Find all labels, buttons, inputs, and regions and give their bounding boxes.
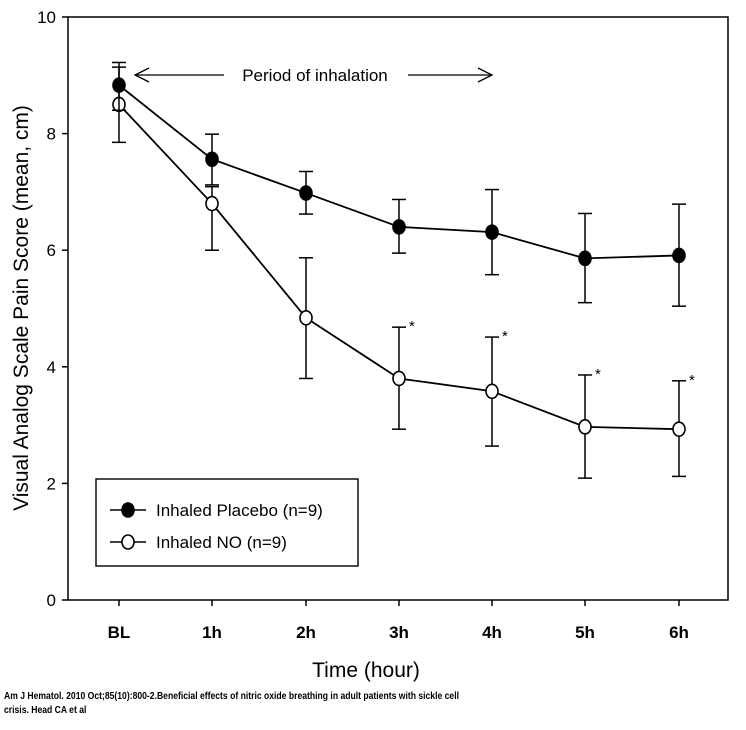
data-point	[578, 419, 592, 435]
data-point	[485, 383, 499, 400]
legend-marker	[121, 534, 135, 550]
data-point	[392, 219, 406, 235]
inhalation-arrowhead-right	[477, 67, 494, 83]
data-point	[578, 250, 592, 267]
significance-marker: *	[689, 372, 695, 389]
legend-marker	[121, 502, 135, 518]
data-point	[299, 310, 313, 326]
x-tick-label: 4h	[482, 623, 502, 642]
series-inhaled-placebo	[112, 61, 686, 307]
y-tick-label: 6	[47, 241, 56, 260]
data-point	[205, 195, 219, 212]
legend: Inhaled Placebo (n=9) Inhaled NO (n=9)	[95, 478, 359, 567]
x-tick-label: 3h	[389, 623, 409, 642]
x-tick-label: 2h	[296, 623, 316, 642]
significance-marker: *	[502, 328, 508, 345]
x-tick-label: 5h	[575, 623, 595, 642]
plot-area	[67, 16, 729, 601]
x-axis: BL 1h 2h 3h 4h 5h 6h	[108, 600, 689, 642]
data-point	[672, 247, 686, 264]
data-point	[112, 77, 126, 94]
x-tick-label: BL	[108, 623, 131, 642]
caption-line-2: crisis. Head CA et al	[4, 705, 87, 716]
data-point	[485, 224, 499, 240]
series-inhaled-no	[112, 66, 686, 479]
y-axis-label: Visual Analog Scale Pain Score (mean, cm…	[10, 105, 33, 511]
inhalation-period-label: Period of inhalation	[242, 66, 388, 85]
y-tick-label: 0	[47, 591, 56, 610]
citation-caption: Am J Hematol. 2010 Oct;85(10):800-2.Bene…	[4, 690, 554, 718]
y-axis: 0 2 4 6 8 10	[37, 8, 68, 610]
plot-border	[67, 16, 729, 601]
y-tick-label: 2	[47, 474, 56, 493]
y-tick-label: 8	[47, 125, 56, 144]
caption-line-1: Am J Hematol. 2010 Oct;85(10):800-2.Bene…	[4, 691, 459, 702]
significance-marker: *	[595, 366, 601, 383]
x-tick-label: 1h	[202, 623, 222, 642]
legend-label: Inhaled Placebo (n=9)	[156, 501, 323, 520]
data-point	[299, 185, 313, 201]
data-point	[672, 421, 686, 437]
significance-marker: *	[409, 318, 415, 335]
y-tick-label: 10	[37, 8, 56, 27]
legend-label: Inhaled NO (n=9)	[156, 533, 287, 552]
series-layer	[112, 61, 686, 479]
annotation-layer: * * * * Period of inhalation	[133, 66, 695, 389]
data-point	[392, 370, 406, 387]
data-point	[205, 151, 219, 168]
x-axis-label: Time (hour)	[312, 659, 420, 682]
x-tick-label: 6h	[669, 623, 689, 642]
y-tick-label: 4	[47, 358, 56, 377]
chart: 0 2 4 6 8 10 BL 1h 2h 3h 4h 5h 6h * * * * Period of inh…	[10, 8, 729, 682]
inhalation-arrowhead-left	[133, 67, 150, 83]
legend-box	[95, 478, 359, 567]
